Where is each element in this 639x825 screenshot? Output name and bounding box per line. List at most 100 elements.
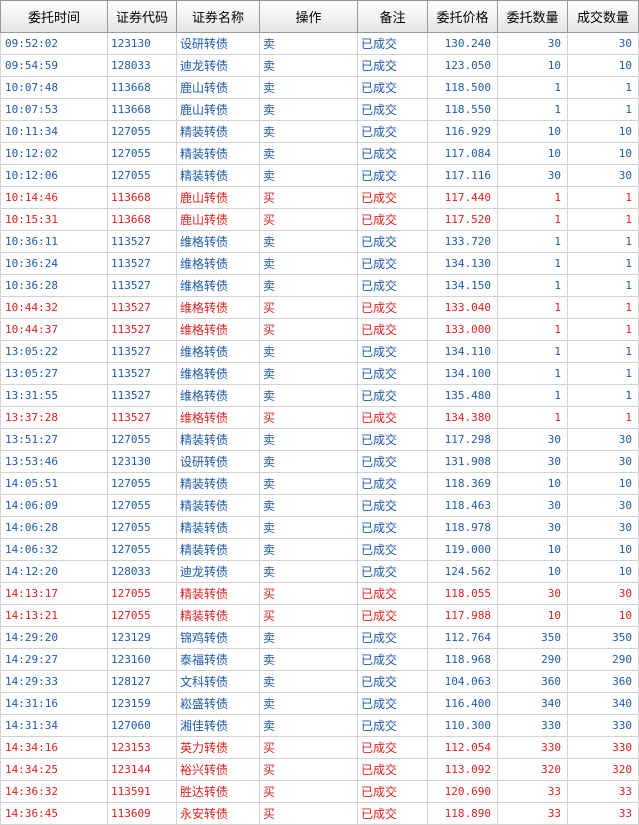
filled-cell: 10 bbox=[567, 120, 639, 143]
table-row[interactable]: 14:34:25 123144 裕兴转债买已成交 113.092 320 320 bbox=[0, 758, 639, 781]
operation-cell: 卖 bbox=[259, 54, 358, 77]
note-cell: 已成交 bbox=[357, 252, 428, 275]
col-header-time[interactable]: 委托时间 bbox=[0, 0, 108, 33]
price-cell: 118.968 bbox=[427, 648, 498, 671]
table-row[interactable]: 09:54:59 128033 迪龙转债卖已成交 123.050 10 10 bbox=[0, 54, 639, 77]
col-header-code[interactable]: 证券代码 bbox=[107, 0, 177, 33]
table-row[interactable]: 13:31:55 113527 维格转债卖已成交 135.480 1 1 bbox=[0, 384, 639, 407]
table-row[interactable]: 14:29:20 123129 锦鸡转债卖已成交 112.764 350 350 bbox=[0, 626, 639, 649]
name-cell: 湘佳转债 bbox=[176, 714, 260, 737]
col-header-price[interactable]: 委托价格 bbox=[427, 0, 498, 33]
table-row[interactable]: 13:05:27 113527 维格转债卖已成交 134.100 1 1 bbox=[0, 362, 639, 385]
table-row[interactable]: 14:31:34 127060 湘佳转债卖已成交 110.300 330 330 bbox=[0, 714, 639, 737]
note-cell: 已成交 bbox=[357, 318, 428, 341]
filled-cell: 1 bbox=[567, 274, 639, 297]
quantity-cell: 1 bbox=[497, 98, 568, 121]
table-row[interactable]: 14:31:16 123159 崧盛转债卖已成交 116.400 340 340 bbox=[0, 692, 639, 715]
table-row[interactable]: 13:05:22 113527 维格转债卖已成交 134.110 1 1 bbox=[0, 340, 639, 363]
table-row[interactable]: 10:15:31 113668 鹿山转债买已成交 117.520 1 1 bbox=[0, 208, 639, 231]
note-cell: 已成交 bbox=[357, 494, 428, 517]
table-row[interactable]: 13:53:46 123130 设研转债卖已成交 131.908 30 30 bbox=[0, 450, 639, 473]
note-cell: 已成交 bbox=[357, 384, 428, 407]
time-cell: 14:29:20 bbox=[0, 626, 108, 649]
table-row[interactable]: 14:05:51 127055 精装转债卖已成交 118.369 10 10 bbox=[0, 472, 639, 495]
table-row[interactable]: 14:12:20 128033 迪龙转债卖已成交 124.562 10 10 bbox=[0, 560, 639, 583]
table-row[interactable]: 09:52:02 123130 设研转债卖已成交 130.240 30 30 bbox=[0, 32, 639, 55]
name-cell: 维格转债 bbox=[176, 296, 260, 319]
filled-cell: 1 bbox=[567, 384, 639, 407]
table-row[interactable]: 10:07:48 113668 鹿山转债卖已成交 118.500 1 1 bbox=[0, 76, 639, 99]
table-row[interactable]: 10:36:24 113527 维格转债卖已成交 134.130 1 1 bbox=[0, 252, 639, 275]
quantity-cell: 1 bbox=[497, 252, 568, 275]
time-cell: 10:12:06 bbox=[0, 164, 108, 187]
price-cell: 135.480 bbox=[427, 384, 498, 407]
name-cell: 设研转债 bbox=[176, 450, 260, 473]
code-cell: 127055 bbox=[107, 494, 177, 517]
time-cell: 13:53:46 bbox=[0, 450, 108, 473]
table-row[interactable]: 14:06:28 127055 精装转债卖已成交 118.978 30 30 bbox=[0, 516, 639, 539]
operation-cell: 卖 bbox=[259, 538, 358, 561]
filled-cell: 30 bbox=[567, 164, 639, 187]
price-cell: 116.400 bbox=[427, 692, 498, 715]
price-cell: 131.908 bbox=[427, 450, 498, 473]
table-row[interactable]: 10:12:02 127055 精装转债卖已成交 117.084 10 10 bbox=[0, 142, 639, 165]
table-row[interactable]: 10:11:34 127055 精装转债卖已成交 116.929 10 10 bbox=[0, 120, 639, 143]
table-row[interactable]: 14:34:16 123153 英力转债买已成交 112.054 330 330 bbox=[0, 736, 639, 759]
price-cell: 130.240 bbox=[427, 32, 498, 55]
price-cell: 113.092 bbox=[427, 758, 498, 781]
table-row[interactable]: 10:07:53 113668 鹿山转债卖已成交 118.550 1 1 bbox=[0, 98, 639, 121]
note-cell: 已成交 bbox=[357, 406, 428, 429]
col-header-note[interactable]: 备注 bbox=[357, 0, 428, 33]
table-row[interactable]: 10:14:46 113668 鹿山转债买已成交 117.440 1 1 bbox=[0, 186, 639, 209]
price-cell: 116.929 bbox=[427, 120, 498, 143]
col-header-filled[interactable]: 成交数量 bbox=[567, 0, 639, 33]
name-cell: 精装转债 bbox=[176, 164, 260, 187]
table-row[interactable]: 14:13:17 127055 精装转债买已成交 118.055 30 30 bbox=[0, 582, 639, 605]
price-cell: 134.380 bbox=[427, 406, 498, 429]
price-cell: 112.764 bbox=[427, 626, 498, 649]
col-header-operation[interactable]: 操作 bbox=[259, 0, 358, 33]
table-row[interactable]: 14:29:33 128127 文科转债卖已成交 104.063 360 360 bbox=[0, 670, 639, 693]
name-cell: 裕兴转债 bbox=[176, 758, 260, 781]
quantity-cell: 1 bbox=[497, 76, 568, 99]
name-cell: 维格转债 bbox=[176, 362, 260, 385]
table-row[interactable]: 10:12:06 127055 精装转债卖已成交 117.116 30 30 bbox=[0, 164, 639, 187]
name-cell: 精装转债 bbox=[176, 538, 260, 561]
col-header-name[interactable]: 证券名称 bbox=[176, 0, 260, 33]
table-row[interactable]: 13:37:28 113527 维格转债买已成交 134.380 1 1 bbox=[0, 406, 639, 429]
filled-cell: 1 bbox=[567, 406, 639, 429]
time-cell: 14:13:17 bbox=[0, 582, 108, 605]
table-row[interactable]: 10:36:28 113527 维格转债卖已成交 134.150 1 1 bbox=[0, 274, 639, 297]
code-cell: 113668 bbox=[107, 208, 177, 231]
price-cell: 118.369 bbox=[427, 472, 498, 495]
price-cell: 123.050 bbox=[427, 54, 498, 77]
operation-cell: 买 bbox=[259, 406, 358, 429]
operation-cell: 卖 bbox=[259, 692, 358, 715]
table-row[interactable]: 14:29:27 123160 泰福转债卖已成交 118.968 290 290 bbox=[0, 648, 639, 671]
note-cell: 已成交 bbox=[357, 582, 428, 605]
time-cell: 14:29:33 bbox=[0, 670, 108, 693]
price-cell: 118.463 bbox=[427, 494, 498, 517]
table-row[interactable]: 14:06:32 127055 精装转债卖已成交 119.000 10 10 bbox=[0, 538, 639, 561]
filled-cell: 33 bbox=[567, 802, 639, 825]
table-row[interactable]: 10:44:32 113527 维格转债买已成交 133.040 1 1 bbox=[0, 296, 639, 319]
operation-cell: 买 bbox=[259, 582, 358, 605]
table-row[interactable]: 10:44:37 113527 维格转债买已成交 133.000 1 1 bbox=[0, 318, 639, 341]
table-row[interactable]: 14:06:09 127055 精装转债卖已成交 118.463 30 30 bbox=[0, 494, 639, 517]
table-row[interactable]: 14:36:45 113609 永安转债买已成交 118.890 33 33 bbox=[0, 802, 639, 825]
price-cell: 124.562 bbox=[427, 560, 498, 583]
col-header-quantity[interactable]: 委托数量 bbox=[497, 0, 568, 33]
note-cell: 已成交 bbox=[357, 274, 428, 297]
table-row[interactable]: 13:51:27 127055 精装转债卖已成交 117.298 30 30 bbox=[0, 428, 639, 451]
note-cell: 已成交 bbox=[357, 780, 428, 803]
operation-cell: 卖 bbox=[259, 472, 358, 495]
name-cell: 精装转债 bbox=[176, 120, 260, 143]
quantity-cell: 350 bbox=[497, 626, 568, 649]
table-row[interactable]: 14:36:32 113591 胜达转债买已成交 120.690 33 33 bbox=[0, 780, 639, 803]
table-row[interactable]: 10:36:11 113527 维格转债卖已成交 133.720 1 1 bbox=[0, 230, 639, 253]
table-row[interactable]: 14:13:21 127055 精装转债买已成交 117.988 10 10 bbox=[0, 604, 639, 627]
time-cell: 10:12:02 bbox=[0, 142, 108, 165]
filled-cell: 10 bbox=[567, 604, 639, 627]
time-cell: 09:54:59 bbox=[0, 54, 108, 77]
